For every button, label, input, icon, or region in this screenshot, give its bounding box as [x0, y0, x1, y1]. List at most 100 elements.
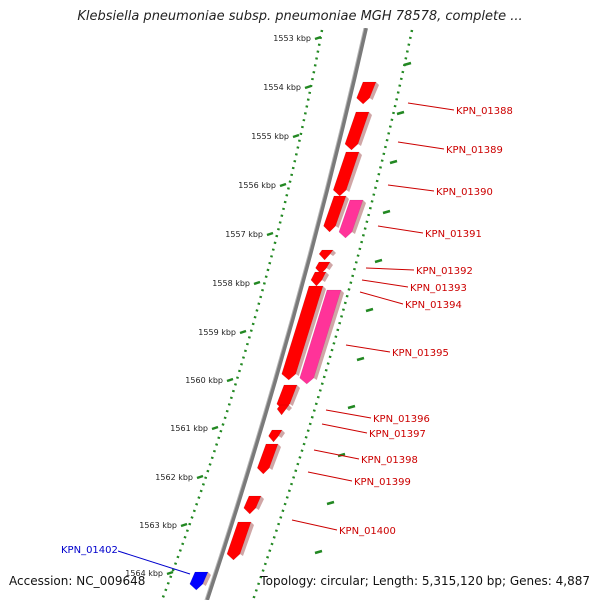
gene-label[interactable]: KPN_01392 [416, 266, 473, 277]
gene-label[interactable]: KPN_01397 [369, 429, 426, 440]
top-feature-lavender[interactable] [347, 6, 361, 28]
outer-tick-mark [356, 356, 365, 362]
top-feature-blue[interactable] [352, 0, 366, 6]
gene-features [189, 81, 379, 591]
gene-kpn-01391a-shade [335, 196, 349, 228]
scale-tick-mark [279, 182, 287, 188]
gene-kpn-01389[interactable] [344, 111, 370, 151]
gene-kpn-01398-shade [269, 444, 281, 470]
scale-tick-mark [226, 377, 234, 383]
label-leader [345, 344, 391, 353]
label-leader [359, 291, 404, 305]
scale-tick-mark [239, 329, 247, 335]
gene-kpn-01398[interactable] [257, 443, 279, 475]
outer-tick-mark [403, 61, 412, 67]
gene-kpn-01390-shade [346, 152, 362, 192]
outer-tick-mark [314, 549, 323, 555]
scale-tick-label: 1555 kbp [251, 132, 289, 141]
gene-label[interactable]: KPN_01391 [425, 229, 482, 240]
label-leader [321, 423, 368, 434]
inner-scale-ring [160, 29, 324, 600]
gene-label[interactable]: KPN_01394 [405, 300, 462, 311]
gene-label[interactable]: KPN_01396 [373, 414, 430, 425]
gene-kpn-01391[interactable] [338, 199, 364, 239]
gene-label-reverse[interactable]: KPN_01402 [61, 545, 118, 556]
scale-tick-label: 1564 kbp [125, 569, 163, 578]
scale-tick-label: 1556 kbp [238, 181, 276, 190]
label-leader [361, 279, 409, 288]
gene-kpn-01400[interactable] [226, 521, 252, 561]
genome-backbone-highlight [204, 28, 365, 600]
gene-kpn-01394-shade [295, 286, 326, 376]
outer-tick-mark [347, 404, 356, 410]
scale-tick-mark [266, 231, 274, 237]
gene-kpn-01394[interactable] [281, 285, 324, 381]
label-leader-reverse [117, 550, 191, 575]
outer-tick-mark [374, 258, 383, 264]
outer-tick-mark [326, 500, 335, 506]
scale-tick-label: 1561 kbp [170, 424, 208, 433]
gene-kpn-01391-shade [351, 200, 366, 234]
gene-kpn-01397[interactable] [268, 429, 283, 443]
top-feature-green[interactable] [336, 0, 350, 6]
accession-text: Accession: NC_009648 [9, 574, 146, 588]
label-leader-lines [117, 102, 455, 575]
gene-kpn-01396-shade [289, 385, 300, 406]
gene-label[interactable]: KPN_01393 [410, 283, 467, 294]
scale-tick-label: 1563 kbp [139, 521, 177, 530]
scale-tick-mark [211, 425, 219, 431]
gene-kpn-01397-shade [278, 430, 285, 438]
scale-tick-mark [180, 522, 188, 528]
scale-tick-mark [196, 474, 204, 480]
gene-label[interactable]: KPN_01398 [361, 455, 418, 466]
map-title: Klebsiella pneumoniae subsp. pneumoniae … [77, 9, 523, 24]
scale-tick-label: 1560 kbp [185, 376, 223, 385]
label-leader [307, 471, 353, 482]
scale-labels: 1553 kbp 1554 kbp 1555 kbp 1556 kbp 1557 kbp… [125, 34, 311, 578]
gene-kpn-01392-shade [330, 250, 336, 256]
gene-kpn-01390[interactable] [332, 151, 360, 197]
scale-tick-label: 1559 kbp [198, 328, 236, 337]
gene-label[interactable]: KPN_01400 [339, 526, 396, 537]
scale-tick-label: 1562 kbp [155, 473, 193, 482]
scale-tick-mark [314, 35, 322, 41]
gene-label[interactable]: KPN_01390 [436, 187, 493, 198]
scale-tick-label: 1553 kbp [273, 34, 311, 43]
gene-labels: KPN_01388 KPN_01389 KPN_01390 KPN_01391 KPN_… [61, 106, 513, 556]
genome-backbone [205, 28, 368, 600]
gene-kpn-01395[interactable] [299, 289, 342, 385]
scale-tick-mark [304, 84, 312, 90]
gene-label[interactable]: KPN_01399 [354, 477, 411, 488]
gene-kpn-01400-shade [239, 522, 254, 556]
gene-kpn-01402[interactable] [189, 571, 209, 591]
label-leader [313, 449, 360, 460]
gene-kpn-01388[interactable] [356, 81, 377, 105]
scale-tick-mark [166, 570, 174, 576]
gene-kpn-01389-shade [357, 112, 372, 146]
gene-kpn-01393a-shade [326, 262, 333, 270]
scale-tick-marks [166, 35, 412, 576]
gene-kpn-01396b-shade [286, 405, 292, 411]
gene-kpn-01391a[interactable] [323, 195, 347, 233]
gene-kpn-01396b[interactable] [276, 404, 290, 416]
scale-tick-mark [253, 280, 261, 286]
gene-label[interactable]: KPN_01389 [446, 145, 503, 156]
gene-label[interactable]: KPN_01388 [456, 106, 513, 117]
scale-tick-label: 1557 kbp [225, 230, 263, 239]
scale-tick-label: 1554 kbp [263, 83, 301, 92]
gene-kpn-01399-shade [255, 496, 264, 510]
gene-kpn-01395-shade [313, 290, 344, 380]
scale-tick-label: 1558 kbp [212, 279, 250, 288]
gene-kpn-01393a[interactable] [315, 261, 331, 275]
topology-summary: Topology: circular; Length: 5,315,120 bp… [260, 574, 590, 588]
gene-label[interactable]: KPN_01395 [392, 348, 449, 359]
gene-kpn-01393[interactable] [310, 271, 327, 287]
outer-tick-mark [382, 209, 391, 215]
label-leader [291, 519, 338, 531]
gene-kpn-01399[interactable] [243, 495, 262, 515]
gene-kpn-01388-shade [369, 82, 379, 100]
scale-tick-mark [292, 133, 300, 139]
gene-kpn-01392[interactable] [318, 249, 334, 261]
outer-tick-mark [389, 159, 398, 165]
